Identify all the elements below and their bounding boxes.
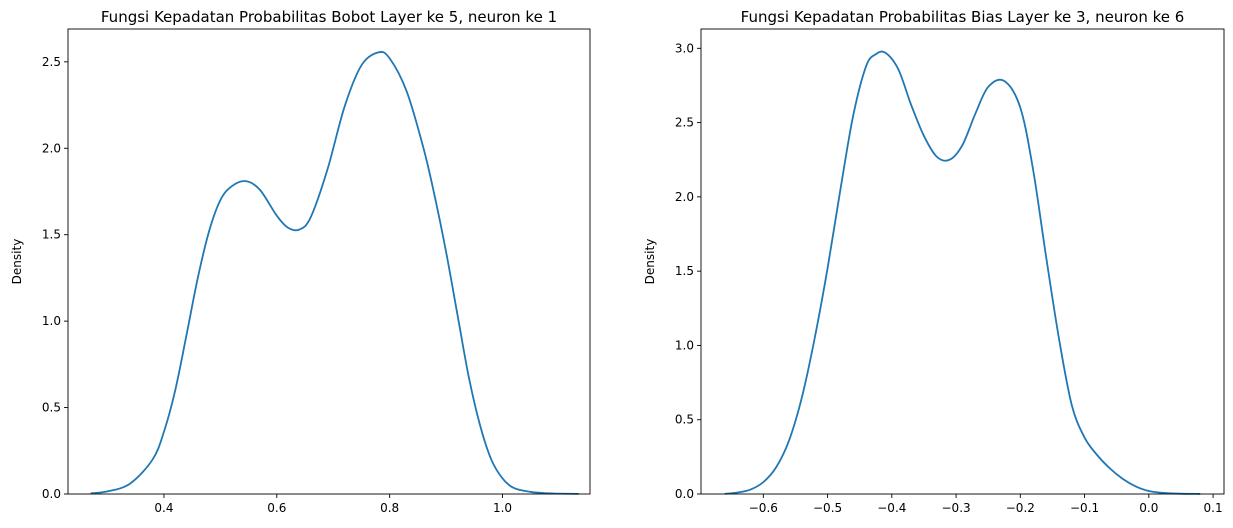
x-tick-label: 0.6 <box>267 501 286 515</box>
x-tick-label: −0.4 <box>877 501 906 515</box>
y-tick-label: 0.5 <box>675 413 694 427</box>
y-tick-label: 0.0 <box>675 487 694 501</box>
x-tick-label: 0.8 <box>380 501 399 515</box>
x-tick-label: −0.6 <box>749 501 778 515</box>
axes-frame <box>700 28 1225 495</box>
y-tick-label: 1.5 <box>42 228 61 242</box>
chart-title: Fungsi Kepadatan Probabilitas Bobot Laye… <box>101 8 557 26</box>
y-tick-label: 1.0 <box>675 338 694 352</box>
y-tick-label: 1.0 <box>42 314 61 328</box>
x-tick-label: −0.2 <box>1006 501 1035 515</box>
density-curve <box>724 50 1201 495</box>
y-tick-label: 2.5 <box>42 55 61 69</box>
y-tick-label: 1.5 <box>675 264 694 278</box>
axes-frame <box>67 28 591 495</box>
chart-title: Fungsi Kepadatan Probabilitas Bias Layer… <box>741 8 1185 26</box>
x-tick-label: −0.5 <box>813 501 842 515</box>
y-tick-label: 0.5 <box>42 401 61 415</box>
x-tick-label: 0.4 <box>154 501 173 515</box>
x-tick-label: −0.1 <box>1070 501 1099 515</box>
y-tick-label: 2.5 <box>675 116 694 130</box>
chart-panel-2: Fungsi Kepadatan Probabilitas Bias Layer… <box>643 8 1225 515</box>
y-tick-label: 2.0 <box>42 141 61 155</box>
y-axis-label: Density <box>643 239 657 285</box>
x-tick-label: −0.3 <box>942 501 971 515</box>
x-tick-label: 0.1 <box>1204 501 1223 515</box>
y-tick-label: 2.0 <box>675 190 694 204</box>
density-curve <box>90 50 579 495</box>
x-tick-label: 1.0 <box>493 501 512 515</box>
y-axis-label: Density <box>10 239 24 285</box>
chart-panel-1: Fungsi Kepadatan Probabilitas Bobot Laye… <box>10 8 591 515</box>
y-tick-label: 3.0 <box>675 41 694 55</box>
x-tick-label: 0.0 <box>1139 501 1158 515</box>
y-tick-label: 0.0 <box>42 487 61 501</box>
